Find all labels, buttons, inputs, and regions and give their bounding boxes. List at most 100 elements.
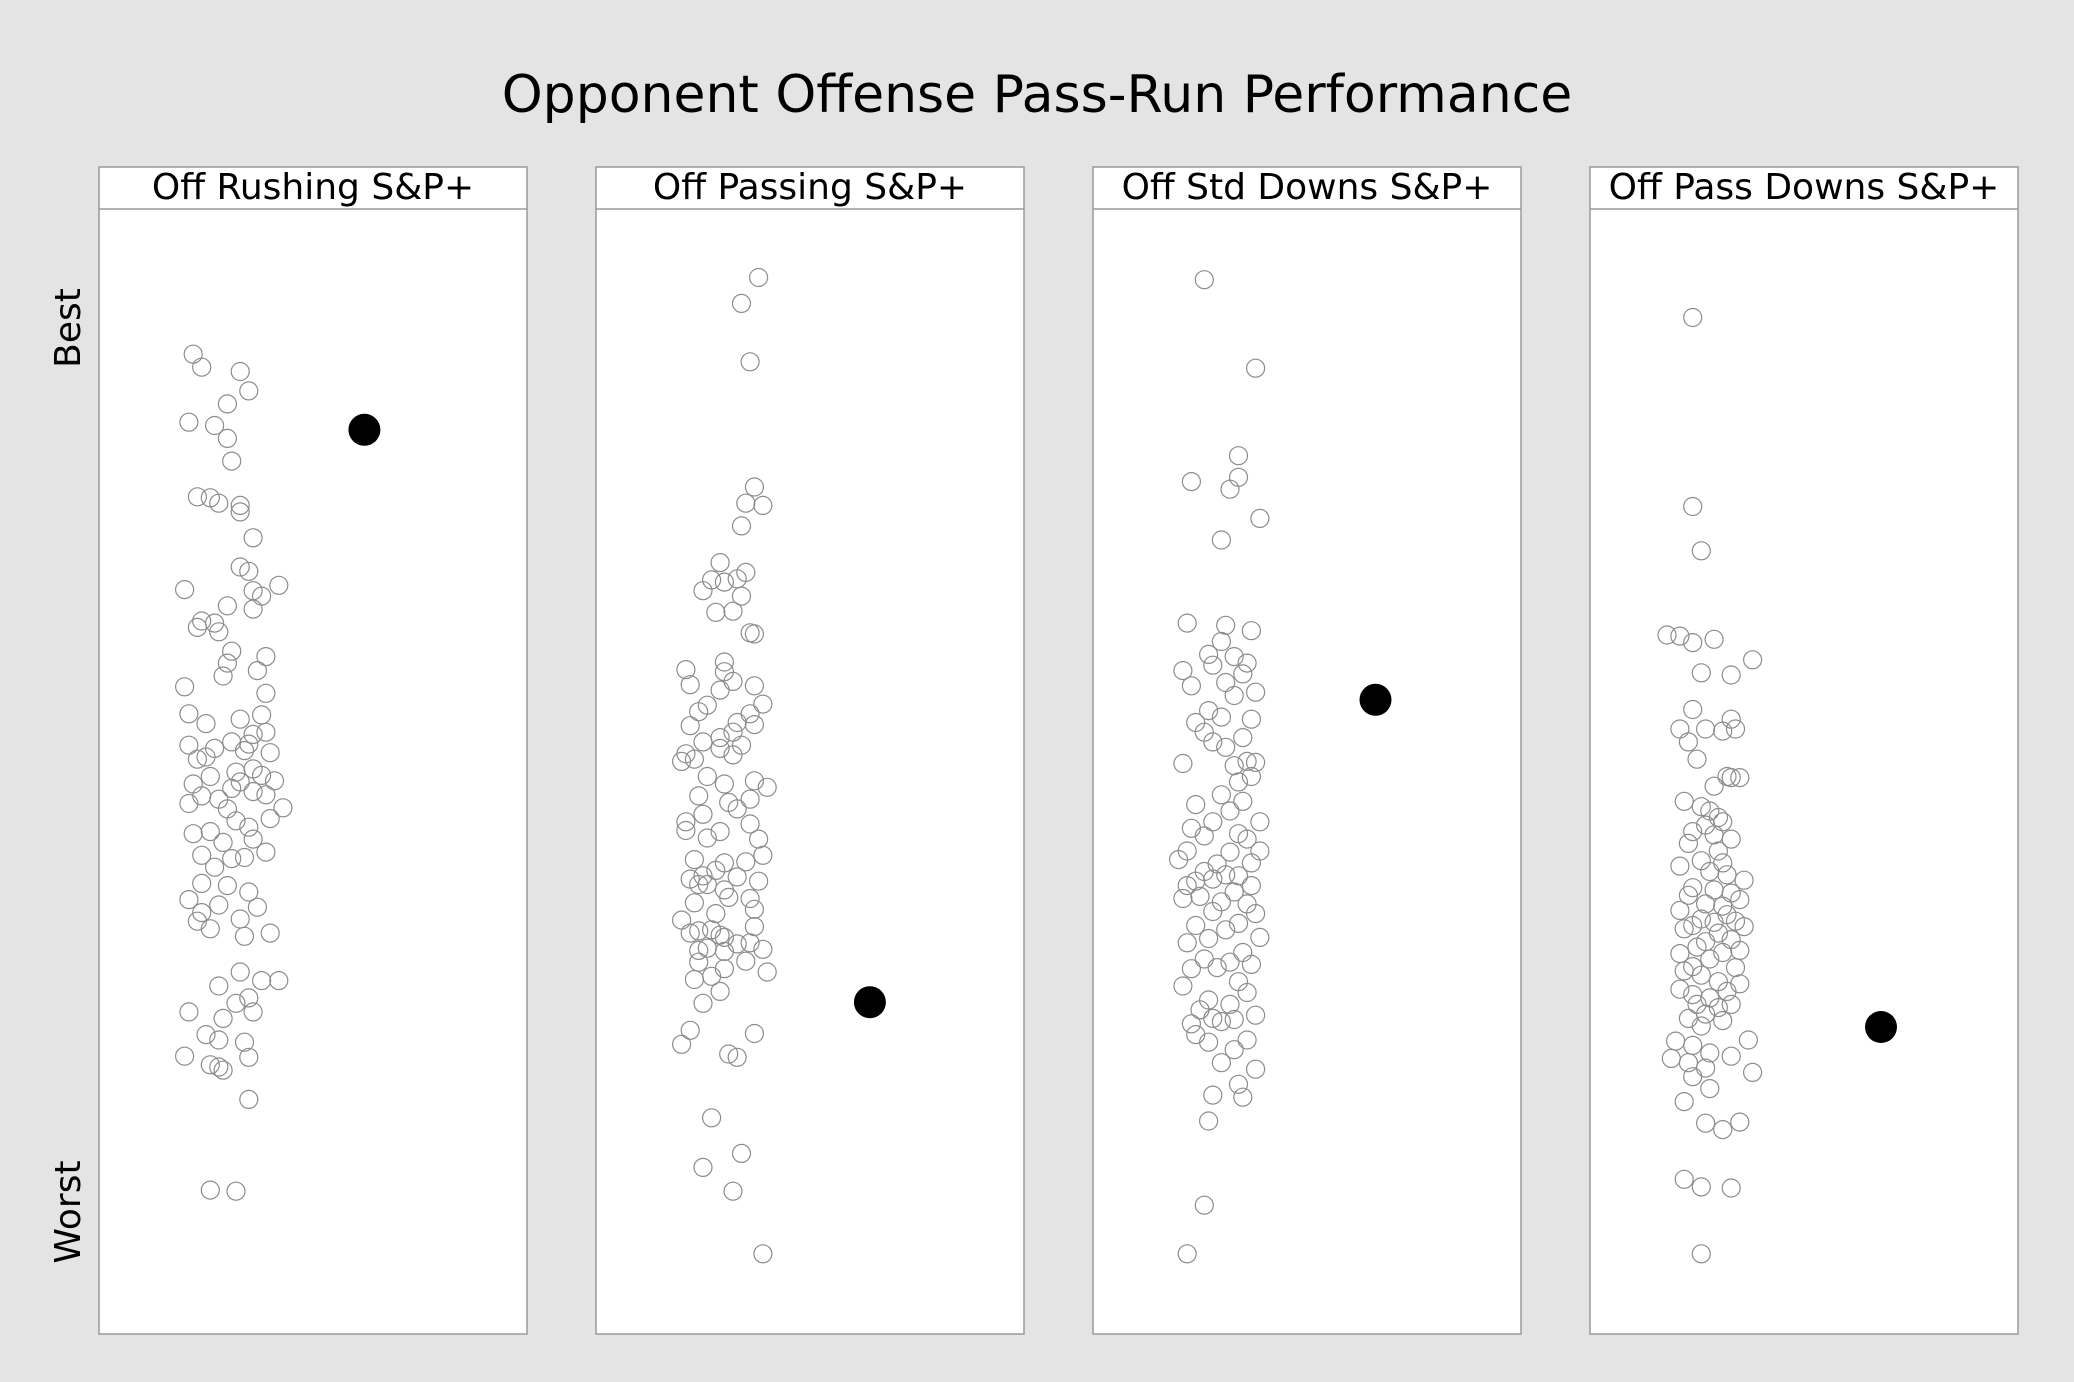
data-point bbox=[247, 660, 267, 681]
data-point bbox=[736, 852, 756, 872]
data-point bbox=[234, 740, 255, 761]
data-point bbox=[1177, 875, 1197, 896]
data-point bbox=[1211, 785, 1232, 805]
data-point bbox=[200, 1180, 220, 1200]
data-point bbox=[736, 493, 756, 513]
data-point bbox=[179, 793, 199, 814]
data-point bbox=[1224, 646, 1244, 667]
data-point bbox=[1177, 613, 1197, 633]
data-point bbox=[1250, 927, 1270, 948]
data-point bbox=[247, 897, 267, 917]
data-point bbox=[693, 804, 713, 824]
highlight-point bbox=[348, 413, 381, 446]
data-point bbox=[1177, 1244, 1197, 1264]
data-point bbox=[1220, 801, 1240, 821]
y-label-best: Best bbox=[48, 288, 89, 368]
data-point bbox=[1181, 472, 1202, 492]
data-point bbox=[710, 552, 730, 573]
data-point bbox=[1211, 1053, 1232, 1073]
data-point bbox=[1695, 894, 1716, 914]
data-point bbox=[269, 575, 289, 595]
data-point bbox=[740, 789, 760, 809]
data-point bbox=[1173, 753, 1193, 774]
data-point bbox=[1216, 920, 1236, 940]
data-point bbox=[689, 940, 709, 961]
data-point bbox=[693, 581, 713, 601]
data-point bbox=[1742, 1062, 1763, 1083]
data-point bbox=[744, 899, 765, 919]
data-point bbox=[1245, 903, 1266, 924]
data-point bbox=[1721, 994, 1741, 1015]
data-point bbox=[744, 676, 765, 696]
data-point bbox=[1233, 1087, 1253, 1107]
data-point bbox=[731, 516, 752, 536]
data-point bbox=[273, 798, 293, 818]
data-point bbox=[1241, 875, 1262, 896]
data-point bbox=[1683, 307, 1703, 328]
data-point bbox=[744, 477, 765, 497]
data-point bbox=[179, 889, 199, 910]
data-point bbox=[706, 602, 726, 622]
data-point bbox=[740, 814, 760, 834]
data-point bbox=[1730, 767, 1750, 788]
data-point bbox=[1687, 937, 1707, 957]
data-point bbox=[1220, 479, 1240, 499]
data-point bbox=[1177, 933, 1197, 953]
data-point bbox=[1742, 650, 1763, 670]
data-point bbox=[744, 1023, 765, 1044]
data-point bbox=[714, 941, 735, 962]
data-point bbox=[1700, 1078, 1720, 1099]
data-point bbox=[671, 1034, 692, 1054]
data-point bbox=[689, 786, 709, 806]
data-point bbox=[239, 561, 259, 581]
data-point bbox=[183, 824, 203, 844]
data-point bbox=[680, 675, 700, 695]
data-point bbox=[256, 646, 276, 667]
data-point bbox=[1237, 751, 1257, 772]
data-point bbox=[226, 811, 246, 831]
data-point bbox=[714, 572, 735, 592]
data-point bbox=[226, 1181, 246, 1201]
data-point bbox=[731, 293, 752, 313]
data-point bbox=[192, 902, 212, 923]
data-point bbox=[1216, 737, 1236, 757]
data-point bbox=[1203, 655, 1223, 675]
data-point bbox=[1186, 871, 1206, 891]
data-point bbox=[1211, 631, 1232, 652]
data-point bbox=[697, 828, 717, 848]
panel-1: Off Rushing S&P+ bbox=[98, 166, 528, 1335]
data-point bbox=[744, 714, 765, 735]
data-point bbox=[1203, 812, 1223, 832]
data-point bbox=[1683, 699, 1703, 720]
data-point bbox=[1245, 682, 1266, 702]
data-point bbox=[1203, 869, 1223, 889]
data-point bbox=[192, 611, 212, 631]
data-point bbox=[1194, 270, 1214, 290]
data-point bbox=[1670, 979, 1690, 999]
data-point bbox=[1186, 794, 1206, 815]
data-point bbox=[1674, 1169, 1694, 1189]
data-point bbox=[1691, 1244, 1711, 1264]
data-point bbox=[710, 738, 730, 759]
data-point bbox=[727, 799, 747, 819]
data-point bbox=[230, 557, 250, 577]
data-point bbox=[1683, 1067, 1703, 1087]
data-point bbox=[710, 821, 730, 842]
data-point bbox=[744, 771, 765, 791]
data-point bbox=[243, 829, 263, 849]
data-point bbox=[192, 845, 212, 865]
data-point bbox=[260, 743, 280, 763]
data-point bbox=[230, 962, 250, 982]
data-point bbox=[1168, 849, 1189, 870]
data-point bbox=[1211, 530, 1232, 550]
data-point bbox=[1250, 508, 1270, 529]
data-point bbox=[1691, 1016, 1711, 1036]
data-point bbox=[1657, 625, 1677, 645]
data-point bbox=[748, 871, 769, 891]
data-point bbox=[243, 528, 263, 548]
data-point bbox=[256, 842, 276, 862]
data-point bbox=[1691, 541, 1711, 561]
data-point bbox=[1713, 942, 1733, 963]
data-point bbox=[723, 601, 743, 621]
data-point bbox=[209, 895, 229, 915]
